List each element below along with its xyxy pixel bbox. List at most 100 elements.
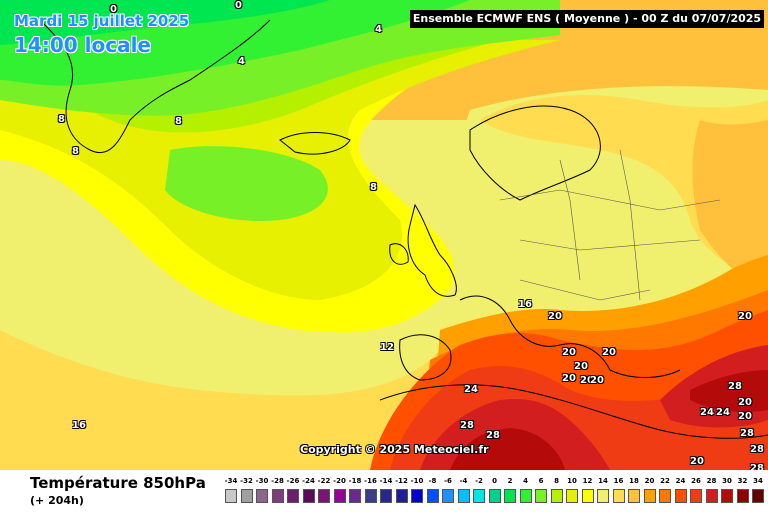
scale-label: -10 bbox=[410, 477, 424, 485]
scale-swatch bbox=[256, 489, 268, 503]
scale-swatch bbox=[225, 489, 237, 503]
scale-label: 10 bbox=[567, 477, 577, 485]
contour-label: 28 bbox=[728, 381, 742, 392]
scale-swatch bbox=[302, 489, 315, 503]
scale-swatch bbox=[287, 489, 299, 503]
scale-label: -30 bbox=[255, 477, 269, 485]
scale-label: -18 bbox=[348, 477, 362, 485]
contour-label: 20 bbox=[580, 375, 594, 386]
parameter-title: Température 850hPa bbox=[30, 474, 206, 492]
north-africa-coast bbox=[379, 384, 768, 439]
scale-swatch bbox=[240, 489, 253, 503]
contour-label: 8 bbox=[58, 114, 65, 125]
scale-swatch bbox=[612, 489, 625, 503]
band-28-east bbox=[690, 370, 768, 412]
valid-date: Mardi 15 juillet 2025 bbox=[14, 12, 190, 30]
contour-label: 20 bbox=[590, 375, 604, 386]
contour-label: 20 bbox=[738, 311, 752, 322]
contour-label: 4 bbox=[375, 24, 382, 35]
scale-swatch bbox=[271, 489, 284, 503]
scale-label: -28 bbox=[271, 477, 284, 485]
contour-label: 16 bbox=[518, 299, 532, 310]
contour-label: 20 bbox=[548, 311, 562, 322]
border-line-5 bbox=[619, 149, 641, 301]
scale-label: -32 bbox=[240, 477, 253, 485]
border-line-3 bbox=[519, 279, 651, 301]
scale-swatch bbox=[690, 489, 702, 503]
scale-swatch bbox=[550, 489, 563, 503]
contour-label: 0 bbox=[110, 4, 117, 15]
scale-label: -14 bbox=[379, 477, 393, 485]
scale-swatch bbox=[566, 489, 578, 503]
valid-time: 14:00 locale bbox=[14, 33, 151, 57]
contour-label: 28 bbox=[750, 444, 764, 455]
scale-label: 18 bbox=[629, 477, 639, 485]
contour-label: 8 bbox=[72, 146, 79, 157]
scale-swatch bbox=[628, 489, 640, 503]
contour-label: 20 bbox=[738, 411, 752, 422]
contour-label: 20 bbox=[562, 373, 576, 384]
scale-swatch bbox=[705, 489, 718, 503]
ireland-coast bbox=[389, 243, 409, 265]
scale-swatch bbox=[457, 489, 470, 503]
border-line-4 bbox=[559, 159, 581, 281]
contour-label: 28 bbox=[460, 420, 474, 431]
contour-label: 8 bbox=[370, 182, 377, 193]
iceland-coast bbox=[279, 132, 351, 155]
scale-label: 16 bbox=[613, 477, 624, 485]
scale-swatch bbox=[364, 489, 377, 503]
scale-swatch bbox=[519, 489, 532, 503]
scale-swatch bbox=[597, 489, 609, 503]
border-line-2 bbox=[519, 239, 701, 251]
scale-swatch bbox=[721, 489, 733, 503]
scale-label: -26 bbox=[286, 477, 300, 485]
scale-label: -34 bbox=[224, 477, 238, 485]
scandinavia-coast bbox=[469, 105, 601, 201]
run-info: Ensemble ECMWF ENS ( Moyenne ) - 00 Z du… bbox=[410, 10, 764, 28]
scale-label: -20 bbox=[333, 477, 346, 485]
scale-label: 24 bbox=[675, 477, 686, 485]
scale-swatch bbox=[581, 489, 594, 503]
scale-label: 6 bbox=[538, 477, 544, 485]
britain-coast bbox=[407, 203, 457, 297]
border-line-1 bbox=[499, 189, 721, 211]
contour-label: 20 bbox=[574, 361, 588, 372]
contour-label: 8 bbox=[175, 116, 182, 127]
scale-swatch bbox=[411, 489, 423, 503]
contour-label: 4 bbox=[238, 56, 245, 67]
scale-label: 20 bbox=[644, 477, 655, 485]
scale-swatch bbox=[643, 489, 656, 503]
scale-swatch bbox=[395, 489, 408, 503]
scale-label: -6 bbox=[444, 477, 452, 485]
scale-label: -12 bbox=[395, 477, 408, 485]
temperature-map bbox=[0, 0, 768, 470]
scale-swatch bbox=[442, 489, 454, 503]
scale-label: -16 bbox=[364, 477, 377, 485]
band-28 bbox=[450, 428, 565, 470]
scale-swatch bbox=[535, 489, 547, 503]
scale-swatch bbox=[426, 489, 439, 503]
scale-label: 32 bbox=[737, 477, 748, 485]
scale-label: -24 bbox=[302, 477, 315, 485]
scale-swatch bbox=[504, 489, 516, 503]
scale-label: -8 bbox=[428, 477, 437, 485]
contour-label: 20 bbox=[690, 456, 704, 467]
scale-label: 30 bbox=[722, 477, 732, 485]
scale-swatch bbox=[380, 489, 392, 503]
scale-swatch bbox=[488, 489, 501, 503]
contour-label: 28 bbox=[486, 430, 500, 441]
contour-label: 20 bbox=[562, 347, 576, 358]
contour-label: 24 bbox=[700, 407, 714, 418]
parameter-lead-time: (+ 204h) bbox=[30, 494, 84, 507]
copyright: Copyright © 2025 Meteociel.fr bbox=[300, 443, 489, 456]
contour-label: 0 bbox=[235, 0, 242, 11]
contour-label: 20 bbox=[738, 397, 752, 408]
scale-swatch bbox=[473, 489, 485, 503]
southern-europe-coast bbox=[459, 295, 681, 378]
contour-label: 12 bbox=[380, 342, 394, 353]
scale-label: 22 bbox=[660, 477, 670, 485]
coastlines bbox=[39, 19, 768, 439]
color-scale: -34 -32 -30 -28 -26 -24 -22 -20 -18 -16 -14 -12 -10-… bbox=[225, 477, 765, 509]
contour-label: 16 bbox=[72, 420, 86, 431]
scale-label: 2 bbox=[507, 477, 513, 485]
